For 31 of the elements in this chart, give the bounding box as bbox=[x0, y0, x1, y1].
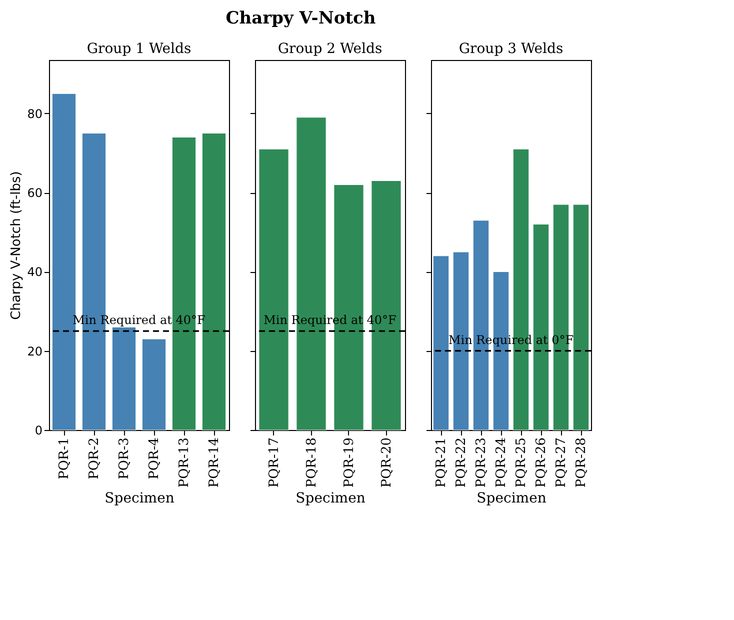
y-axis-title: Charpy V-Notch (ft-lbs) bbox=[9, 171, 24, 320]
x-tick-label: PQR-3 bbox=[117, 438, 132, 480]
x-tick-label: PQR-27 bbox=[554, 438, 569, 488]
y-tick-label: 20 bbox=[27, 344, 42, 358]
y-tick-label: 40 bbox=[27, 265, 42, 280]
x-tick-label: PQR-22 bbox=[454, 438, 469, 488]
x-tick-label: PQR-18 bbox=[304, 438, 320, 488]
x-tick-label: PQR-19 bbox=[342, 438, 357, 488]
x-axis-title: Specimen bbox=[296, 490, 366, 507]
x-tick-label: PQR-23 bbox=[474, 438, 489, 488]
x-axis-title: Specimen bbox=[476, 490, 546, 507]
chart-title: Group 2 Welds bbox=[278, 41, 382, 57]
x-tick-label: PQR-26 bbox=[534, 438, 549, 488]
x-tick-label: PQR-2 bbox=[87, 438, 102, 480]
y-tick-label: 60 bbox=[27, 186, 42, 200]
x-tick-label: PQR-1 bbox=[57, 438, 72, 480]
x-tick-label: PQR-14 bbox=[207, 438, 222, 488]
x-tick-label: PQR-13 bbox=[177, 438, 192, 488]
chart-title: Group 1 Welds bbox=[86, 41, 192, 57]
x-tick-label: PQR-25 bbox=[514, 438, 529, 488]
text: Charpy V-Notch bbox=[226, 8, 376, 28]
chart-title: Group 3 Welds bbox=[458, 41, 564, 57]
y-tick-label: 80 bbox=[27, 106, 42, 121]
x-tick-label: PQR-28 bbox=[574, 438, 589, 488]
x-tick-label: PQR-4 bbox=[147, 438, 162, 480]
x-tick-label: PQR-20 bbox=[379, 438, 394, 488]
x-axis-title: Specimen bbox=[104, 490, 174, 507]
x-tick-label: PQR-24 bbox=[494, 438, 509, 488]
x-tick-label: PQR-21 bbox=[434, 438, 449, 488]
x-tick-label: PQR-17 bbox=[266, 438, 282, 488]
y-tick-label: 0 bbox=[34, 424, 42, 438]
